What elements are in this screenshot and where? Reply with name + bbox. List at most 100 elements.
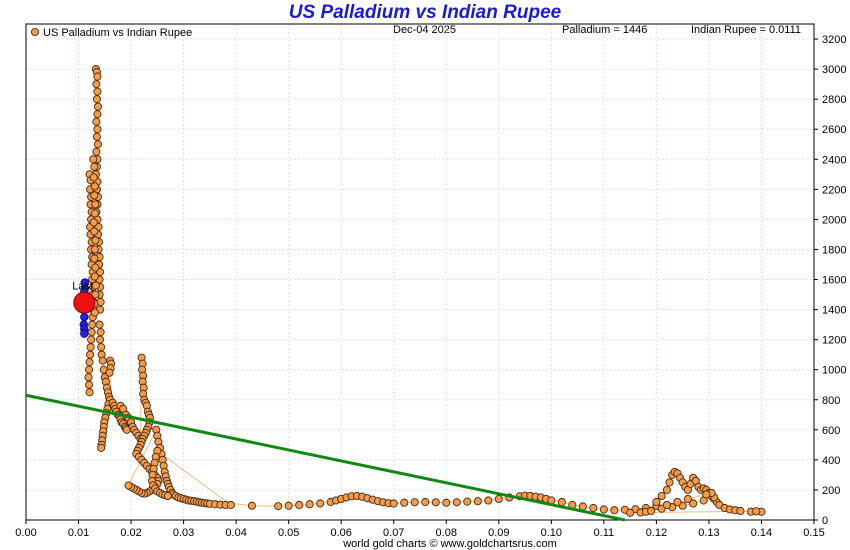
x-tick-label: 0.05 <box>278 527 299 539</box>
x-tick-label: 0.07 <box>383 527 404 539</box>
y-tick-label: 1200 <box>822 335 846 347</box>
data-point <box>96 328 105 337</box>
data-point <box>105 368 114 377</box>
data-point <box>91 236 100 245</box>
y-tick-label: 1600 <box>822 275 846 287</box>
y-tick-label: 0 <box>822 515 828 527</box>
data-point <box>431 498 440 507</box>
data-point <box>578 502 587 511</box>
data-point <box>599 505 608 514</box>
recent-point <box>80 278 90 287</box>
data-point <box>295 500 304 510</box>
data-point <box>93 87 102 96</box>
data-point <box>389 499 398 508</box>
y-tick-label: 400 <box>822 455 840 467</box>
trend-line <box>25 393 626 522</box>
data-point <box>473 497 482 506</box>
data-point <box>91 200 100 209</box>
x-tick-label: 0.01 <box>68 527 89 539</box>
data-point <box>662 485 671 494</box>
data-point <box>97 443 106 452</box>
data-point <box>85 388 94 397</box>
data-point <box>90 272 99 281</box>
x-tick-label: 0.04 <box>225 527 246 539</box>
x-tick-label: 0.12 <box>646 527 667 539</box>
footer-credit: world gold charts © www.goldchartsrus.co… <box>343 538 557 550</box>
y-tick-label: 1400 <box>822 305 846 317</box>
data-point <box>92 80 101 89</box>
data-point <box>93 102 103 111</box>
data-point <box>92 132 101 141</box>
x-tick-label: 0.11 <box>594 527 615 539</box>
date-label: Dec-04 2025 <box>393 24 456 36</box>
data-point <box>736 506 745 516</box>
data-point <box>662 500 671 510</box>
y-tick-label: 1000 <box>822 365 846 377</box>
data-point <box>84 365 94 374</box>
data-point <box>90 308 99 317</box>
chart-title: US Palladium vs Indian Rupee <box>288 2 562 23</box>
data-point <box>93 140 103 149</box>
x-tick-label: 0.09 <box>488 527 509 539</box>
data-point <box>442 498 451 507</box>
y-tick-label: 2200 <box>822 184 846 196</box>
data-point <box>93 110 102 119</box>
data-point <box>97 343 106 352</box>
x-tick-label: 0.15 <box>803 527 824 539</box>
data-point <box>665 478 674 487</box>
y-tick-label: 600 <box>822 425 840 437</box>
legend-label: US Palladium vs Indian Rupee <box>43 27 192 39</box>
data-point <box>84 373 93 382</box>
x-tick-label: 0.00 <box>15 527 36 539</box>
y-tick-label: 3000 <box>822 64 846 76</box>
data-point <box>652 497 661 507</box>
legend-marker <box>30 27 40 37</box>
data-point <box>90 191 99 200</box>
data-point <box>90 182 99 191</box>
data-point <box>95 320 104 329</box>
last-point-label: Last <box>72 281 93 293</box>
data-point <box>84 380 94 389</box>
y-tick-label: 2800 <box>822 94 846 106</box>
x-tick-label: 0.03 <box>173 527 194 539</box>
x-tick-label: 0.06 <box>330 527 351 539</box>
last-point-marker <box>73 291 96 314</box>
data-point <box>90 162 99 171</box>
data-point <box>400 498 409 507</box>
series-path <box>87 68 762 514</box>
data-point <box>88 320 97 329</box>
x-tick-label: 0.02 <box>120 527 141 539</box>
data-point <box>89 218 98 227</box>
data-point <box>494 494 503 504</box>
data-point <box>92 117 101 126</box>
palladium-value-label: Palladium = 1446 <box>562 24 648 36</box>
y-tick-label: 200 <box>822 485 840 497</box>
data-point <box>673 497 682 507</box>
data-point <box>92 95 101 104</box>
y-tick-label: 2000 <box>822 214 846 226</box>
rupee-value-label: Indian Rupee = 0.0111 <box>691 24 801 36</box>
data-point <box>163 491 172 501</box>
data-point <box>124 481 133 490</box>
data-point <box>85 358 94 367</box>
data-point <box>247 501 256 510</box>
data-point <box>421 497 430 507</box>
data-point <box>557 497 566 507</box>
x-tick-label: 0.10 <box>541 527 562 539</box>
data-point <box>93 72 102 81</box>
data-point <box>226 500 235 510</box>
data-point <box>647 506 656 516</box>
y-tick-label: 800 <box>822 395 840 407</box>
data-point <box>91 263 100 272</box>
data-point <box>93 125 102 134</box>
data-point <box>90 227 99 236</box>
data-point <box>689 499 698 508</box>
y-tick-label: 2400 <box>822 154 846 166</box>
data-point <box>90 245 99 254</box>
data-point <box>452 498 461 507</box>
y-tick-label: 2600 <box>822 124 846 136</box>
plot-frame <box>25 23 815 521</box>
data-point <box>91 281 100 290</box>
data-point <box>410 498 419 507</box>
